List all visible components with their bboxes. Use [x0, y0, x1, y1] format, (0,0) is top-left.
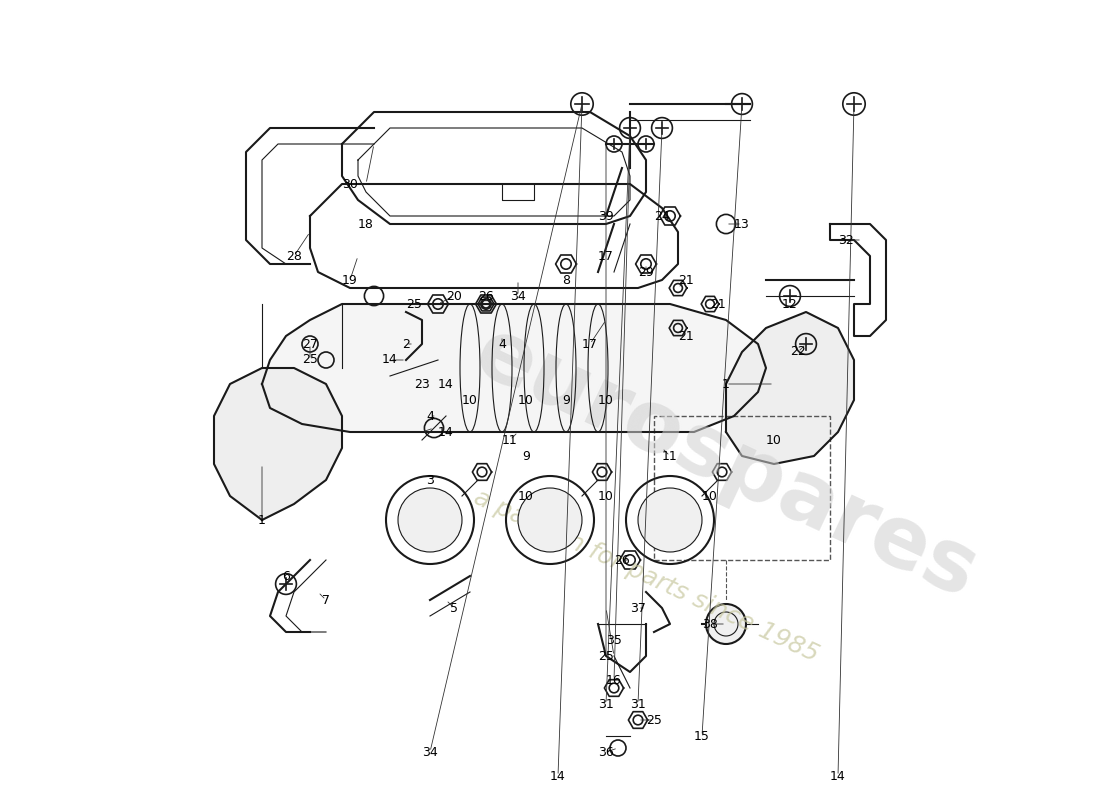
Text: 28: 28	[286, 250, 301, 262]
Text: 14: 14	[830, 770, 846, 782]
Text: 20: 20	[447, 290, 462, 302]
Text: 30: 30	[342, 178, 358, 190]
Polygon shape	[726, 312, 854, 464]
Text: 32: 32	[838, 234, 854, 246]
Text: 19: 19	[342, 274, 358, 286]
Text: 10: 10	[766, 434, 782, 446]
Text: 17: 17	[582, 338, 598, 350]
Text: 14: 14	[438, 426, 454, 438]
Text: 21: 21	[678, 330, 694, 342]
Text: 31: 31	[630, 698, 646, 710]
Text: 25: 25	[598, 650, 614, 662]
Text: 22: 22	[790, 346, 806, 358]
Text: 38: 38	[702, 618, 718, 630]
Text: 39: 39	[598, 210, 614, 222]
Text: 10: 10	[598, 394, 614, 406]
Text: 25: 25	[406, 298, 422, 310]
Text: 1: 1	[722, 378, 730, 390]
Text: 25: 25	[646, 714, 662, 726]
Text: 31: 31	[598, 698, 614, 710]
Text: 2: 2	[403, 338, 410, 350]
Text: 14: 14	[438, 378, 454, 390]
Text: 4: 4	[426, 410, 433, 422]
Text: 11: 11	[502, 434, 518, 446]
Text: 26: 26	[478, 290, 494, 302]
Text: 27: 27	[302, 338, 318, 350]
Text: 7: 7	[322, 594, 330, 606]
Text: 17: 17	[598, 250, 614, 262]
Text: 34: 34	[510, 290, 526, 302]
Text: 35: 35	[606, 634, 621, 646]
Text: 13: 13	[734, 218, 750, 230]
Text: 9: 9	[562, 394, 570, 406]
Polygon shape	[214, 368, 342, 520]
Text: 36: 36	[598, 746, 614, 758]
Polygon shape	[262, 304, 766, 432]
Circle shape	[398, 488, 462, 552]
Text: 25: 25	[302, 354, 318, 366]
Bar	[654, 416, 830, 560]
Text: 29: 29	[638, 266, 653, 278]
Text: 6: 6	[282, 570, 290, 582]
Text: 34: 34	[422, 746, 438, 758]
Text: 1: 1	[258, 514, 266, 526]
Circle shape	[706, 604, 746, 644]
Circle shape	[518, 488, 582, 552]
Text: 11: 11	[662, 450, 678, 462]
Text: eurospares: eurospares	[462, 311, 990, 617]
Text: 18: 18	[359, 218, 374, 230]
Text: 10: 10	[518, 490, 534, 502]
Text: 21: 21	[711, 298, 726, 310]
Text: 10: 10	[518, 394, 534, 406]
Text: 9: 9	[522, 450, 530, 462]
Circle shape	[638, 488, 702, 552]
Text: 21: 21	[678, 274, 694, 286]
Text: 15: 15	[694, 730, 710, 742]
Text: 5: 5	[450, 602, 458, 614]
Text: 10: 10	[462, 394, 477, 406]
Text: 12: 12	[782, 298, 797, 310]
Text: a passion for parts since 1985: a passion for parts since 1985	[470, 486, 823, 666]
Text: 3: 3	[426, 474, 433, 486]
Text: 14: 14	[550, 770, 565, 782]
Text: 14: 14	[382, 354, 398, 366]
Text: 4: 4	[498, 338, 506, 350]
Text: 37: 37	[630, 602, 646, 614]
Text: 10: 10	[702, 490, 718, 502]
Text: 10: 10	[598, 490, 614, 502]
Text: 24: 24	[654, 210, 670, 222]
Text: 8: 8	[562, 274, 570, 286]
Text: 26: 26	[614, 554, 630, 566]
Text: 23: 23	[414, 378, 430, 390]
Text: 16: 16	[606, 674, 621, 686]
